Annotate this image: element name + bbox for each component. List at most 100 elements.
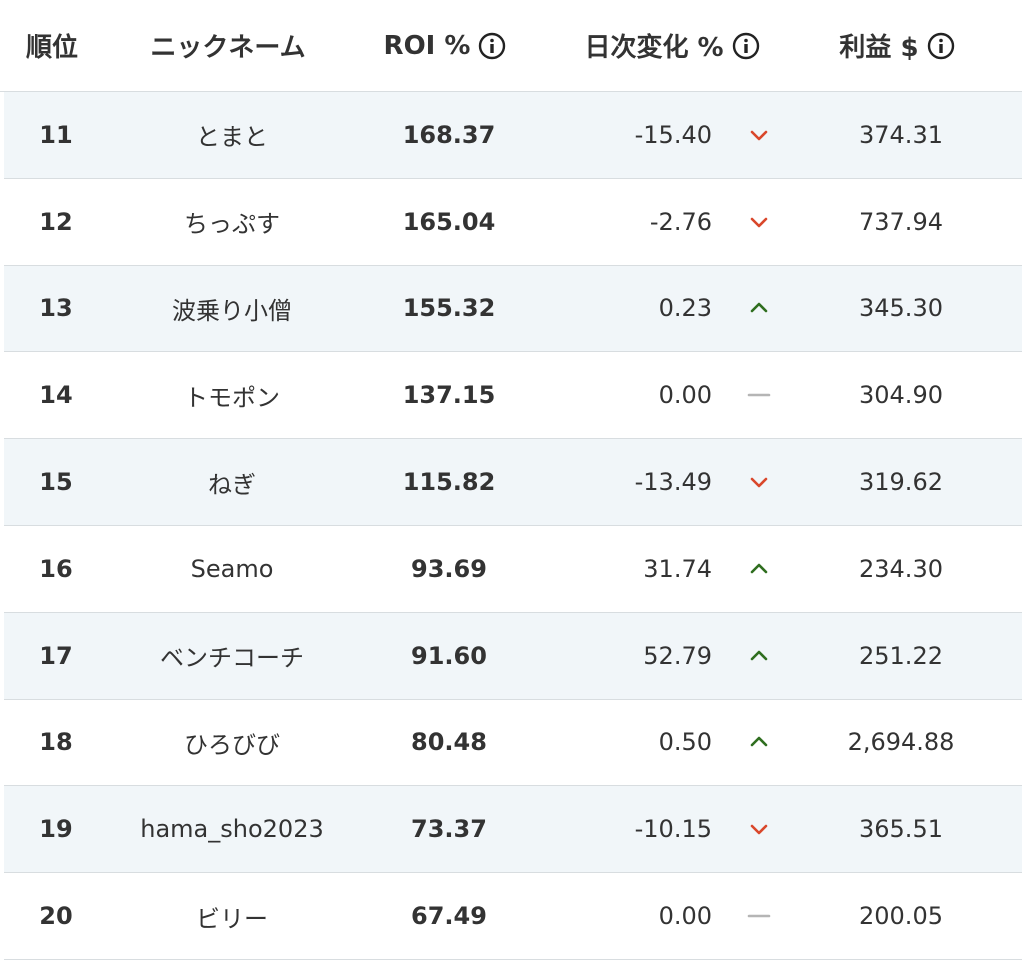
daily-change: 0.50	[658, 728, 712, 757]
profit: 304.90	[859, 381, 943, 410]
trend-cell	[739, 613, 779, 699]
rank: 17	[39, 641, 73, 670]
table-cell: 168.37	[349, 92, 549, 178]
trend-down	[750, 477, 768, 488]
trend-arrow	[750, 217, 768, 227]
table-row: 16 Seamo 93.69 31.74 234.30	[4, 526, 1022, 613]
table-cell: 251.22	[801, 613, 1001, 699]
table-cell: 304.90	[801, 352, 1001, 438]
roi: 91.60	[411, 641, 487, 670]
trend-arrow	[750, 303, 768, 313]
rank: 18	[39, 728, 73, 757]
header-row: 順位 ニックネーム ROI % 日次変化 % 利益 $	[0, 0, 1022, 92]
table-cell: 137.15	[349, 352, 549, 438]
table-cell: 319.62	[801, 439, 1001, 525]
table-cell: 19	[4, 786, 108, 872]
trend-arrow	[750, 737, 768, 747]
table-row: 12 ちっぷす 165.04 -2.76 737.94	[4, 179, 1022, 266]
table-cell: 15	[4, 439, 108, 525]
nickname: トモポン	[184, 383, 280, 412]
table-cell: とまと	[120, 92, 344, 178]
info-icon[interactable]	[478, 32, 506, 60]
trend-cell	[739, 786, 779, 872]
daily-change: 0.23	[658, 294, 712, 323]
info-icon[interactable]	[732, 32, 760, 60]
roi: 67.49	[411, 902, 487, 931]
table-row: 15 ねぎ 115.82 -13.49 319.62	[4, 439, 1022, 526]
trend-down	[750, 824, 768, 835]
daily-change: 0.00	[658, 902, 712, 931]
table-cell: -2.76	[544, 179, 712, 265]
trend-up	[750, 650, 768, 660]
profit: 345.30	[859, 294, 943, 323]
nickname: Seamo	[190, 554, 274, 583]
table-cell: 0.00	[544, 873, 712, 959]
table-cell: 345.30	[801, 266, 1001, 352]
table-cell: 374.31	[801, 92, 1001, 178]
rank: 12	[39, 207, 73, 236]
nickname: とまと	[196, 123, 268, 152]
table-cell: 80.48	[349, 700, 549, 786]
roi: 155.32	[402, 294, 496, 323]
table-cell: 737.94	[801, 179, 1001, 265]
rank: 11	[39, 120, 73, 149]
rank: 13	[39, 294, 73, 323]
table-cell: 13	[4, 266, 108, 352]
trend-cell	[739, 873, 779, 959]
table-row: 18 ひろびび 80.48 0.50 2,694.88	[4, 700, 1022, 787]
profit: 374.31	[859, 120, 943, 149]
profit: 200.05	[859, 902, 943, 931]
header-cell: 順位	[0, 0, 104, 91]
nickname: ひろびび	[184, 730, 280, 759]
table-cell: 52.79	[544, 613, 712, 699]
table-cell: ひろびび	[120, 700, 344, 786]
table-cell: 31.74	[544, 526, 712, 612]
table-cell: トモポン	[120, 352, 344, 438]
roi: 93.69	[411, 554, 487, 583]
table-cell: 20	[4, 873, 108, 959]
table-cell: 67.49	[349, 873, 549, 959]
trend-arrow	[750, 130, 768, 141]
rank: 19	[39, 815, 73, 844]
header-text: 日次変化 %	[584, 33, 724, 63]
header-text: 順位	[25, 33, 78, 63]
table-cell: 14	[4, 352, 108, 438]
roi: 73.37	[411, 815, 487, 844]
info-icon[interactable]	[927, 32, 955, 60]
table-cell: ベンチコーチ	[120, 613, 344, 699]
table-cell: 16	[4, 526, 108, 612]
trend-cell	[739, 179, 779, 265]
trend-arrow	[750, 477, 768, 488]
daily-change: -15.40	[634, 120, 712, 149]
header-cell: ROI %	[345, 0, 545, 91]
table-row: 11 とまと 168.37 -15.40 374.31	[4, 92, 1022, 179]
table-row: 20 ビリー 67.49 0.00 200.05	[4, 873, 1022, 960]
profit: 251.22	[859, 641, 943, 670]
daily-change: -10.15	[634, 815, 712, 844]
table-cell: 234.30	[801, 526, 1001, 612]
table-cell: 0.00	[544, 352, 712, 438]
nickname: hama_sho2023	[140, 815, 324, 844]
header-cell: ニックネーム	[116, 0, 340, 91]
table-cell: -15.40	[544, 92, 712, 178]
daily-change: 31.74	[643, 554, 712, 583]
rank: 20	[39, 902, 73, 931]
table-cell: 155.32	[349, 266, 549, 352]
header-text: ニックネーム	[150, 33, 306, 63]
profit: 234.30	[859, 554, 943, 583]
profit: 365.51	[859, 815, 943, 844]
daily-change: 52.79	[643, 641, 712, 670]
table-cell: hama_sho2023	[120, 786, 344, 872]
roi: 115.82	[402, 468, 496, 497]
table-cell: -10.15	[544, 786, 712, 872]
table-row: 14 トモポン 137.15 0.00 304.90	[4, 352, 1022, 440]
table-cell: ちっぷす	[120, 179, 344, 265]
trend-arrow	[750, 650, 768, 660]
table-cell: 0.23	[544, 266, 712, 352]
table-row: 17 ベンチコーチ 91.60 52.79 251.22	[4, 612, 1022, 700]
trend-down	[750, 130, 768, 141]
trend-arrow	[750, 824, 768, 835]
table-cell: 0.50	[544, 700, 712, 786]
trend-cell	[739, 92, 779, 178]
